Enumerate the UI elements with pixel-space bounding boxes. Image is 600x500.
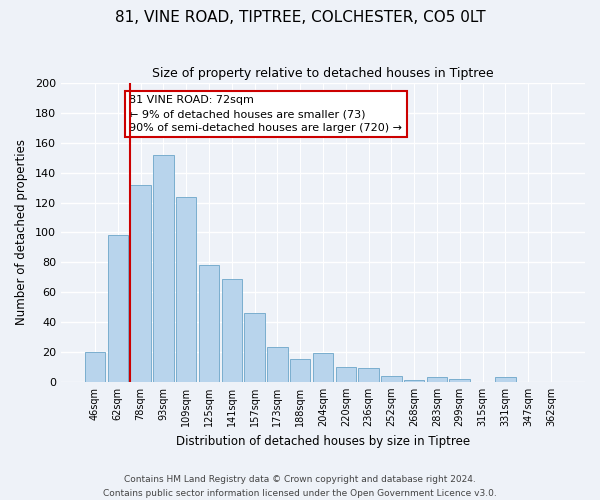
- Bar: [85, 352, 105, 382]
- Bar: [495, 378, 515, 382]
- Bar: [358, 368, 379, 382]
- Text: 81 VINE ROAD: 72sqm
← 9% of detached houses are smaller (73)
90% of semi-detache: 81 VINE ROAD: 72sqm ← 9% of detached hou…: [129, 95, 402, 133]
- Bar: [427, 378, 447, 382]
- Bar: [381, 376, 401, 382]
- Bar: [221, 278, 242, 382]
- Text: 81, VINE ROAD, TIPTREE, COLCHESTER, CO5 0LT: 81, VINE ROAD, TIPTREE, COLCHESTER, CO5 …: [115, 10, 485, 25]
- X-axis label: Distribution of detached houses by size in Tiptree: Distribution of detached houses by size …: [176, 434, 470, 448]
- Bar: [290, 360, 310, 382]
- Bar: [107, 236, 128, 382]
- Bar: [313, 354, 333, 382]
- Bar: [335, 367, 356, 382]
- Bar: [130, 184, 151, 382]
- Bar: [404, 380, 424, 382]
- Bar: [153, 155, 173, 382]
- Bar: [244, 313, 265, 382]
- Bar: [199, 266, 219, 382]
- Y-axis label: Number of detached properties: Number of detached properties: [15, 140, 28, 326]
- Text: Contains HM Land Registry data © Crown copyright and database right 2024.
Contai: Contains HM Land Registry data © Crown c…: [103, 474, 497, 498]
- Bar: [176, 196, 196, 382]
- Title: Size of property relative to detached houses in Tiptree: Size of property relative to detached ho…: [152, 68, 494, 80]
- Bar: [449, 379, 470, 382]
- Bar: [267, 348, 287, 382]
